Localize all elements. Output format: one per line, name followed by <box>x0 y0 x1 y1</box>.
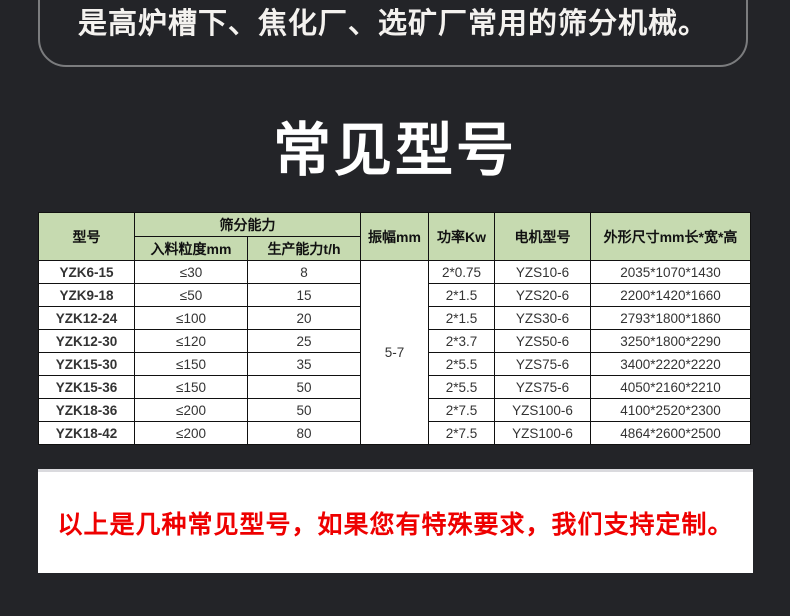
cell-model: YZK12-24 <box>38 306 135 330</box>
cell-dimensions: 4100*2520*2300 <box>590 398 751 422</box>
header-row-2: 入料粒度mm 生产能力t/h <box>39 236 751 261</box>
header-feed-size: 入料粒度mm <box>134 236 248 261</box>
header-row-1: 型号 筛分能力 振幅mm 功率Kw 电机型号 外形尺寸mm长*宽*高 <box>38 212 751 261</box>
cell-power: 2*3.7 <box>428 329 495 353</box>
table-row: YZK9-18 ≤50 15 2*1.5 YZS20-6 2200*1420*1… <box>38 283 751 307</box>
header-production: 生产能力t/h <box>247 236 361 261</box>
cell-motor: YZS10-6 <box>494 260 591 284</box>
cell-model: YZK15-36 <box>38 375 135 399</box>
cell-feed-size: ≤200 <box>134 398 248 422</box>
cell-capacity: 8 <box>247 260 361 284</box>
cell-dimensions: 3400*2220*2220 <box>590 352 751 376</box>
cell-power: 2*0.75 <box>428 260 495 284</box>
cell-motor: YZS75-6 <box>494 352 591 376</box>
cell-model: YZK9-18 <box>38 283 135 307</box>
header-dimensions: 外形尺寸mm长*宽*高 <box>590 212 751 261</box>
table-row: YZK6-15 ≤30 8 5-7 2*0.75 YZS10-6 2035*10… <box>38 260 751 445</box>
cell-power: 2*1.5 <box>428 306 495 330</box>
cell-dimensions: 4864*2600*2500 <box>590 421 751 445</box>
cell-power: 2*7.5 <box>428 421 495 445</box>
cell-capacity: 35 <box>247 352 361 376</box>
cell-dimensions: 2793*1800*1860 <box>590 306 751 330</box>
custom-note-box: 以上是几种常见型号，如果您有特殊要求，我们支持定制。 <box>38 469 753 573</box>
cell-feed-size: ≤30 <box>134 260 248 284</box>
cell-motor: YZS100-6 <box>494 421 591 445</box>
models-table-wrapper: 型号 筛分能力 振幅mm 功率Kw 电机型号 外形尺寸mm长*宽*高 入料粒度m… <box>38 212 751 445</box>
cell-dimensions: 4050*2160*2210 <box>590 375 751 399</box>
cell-feed-size: ≤200 <box>134 421 248 445</box>
cell-feed-size: ≤50 <box>134 283 248 307</box>
top-banner: 是高炉槽下、焦化厂、选矿厂常用的筛分机械。 <box>38 0 748 67</box>
table-row: YZK15-36 ≤150 50 2*5.5 YZS75-6 4050*2160… <box>38 375 751 399</box>
cell-capacity: 15 <box>247 283 361 307</box>
table-row: YZK18-42 ≤200 80 2*7.5 YZS100-6 4864*260… <box>38 421 751 445</box>
cell-dimensions: 2200*1420*1660 <box>590 283 751 307</box>
cell-motor: YZS75-6 <box>494 375 591 399</box>
cell-model: YZK15-30 <box>38 352 135 376</box>
cell-motor: YZS100-6 <box>494 398 591 422</box>
cell-model: YZK12-30 <box>38 329 135 353</box>
cell-dimensions: 3250*1800*2290 <box>590 329 751 353</box>
cell-feed-size: ≤150 <box>134 375 248 399</box>
header-screening-group: 筛分能力 <box>134 212 361 237</box>
cell-power: 2*5.5 <box>428 375 495 399</box>
header-amplitude: 振幅mm <box>360 212 429 261</box>
cell-motor: YZS50-6 <box>494 329 591 353</box>
cell-motor: YZS20-6 <box>494 283 591 307</box>
cell-feed-size: ≤150 <box>134 352 248 376</box>
cell-capacity: 50 <box>247 398 361 422</box>
cell-feed-size: ≤100 <box>134 306 248 330</box>
cell-capacity: 20 <box>247 306 361 330</box>
cell-capacity: 80 <box>247 421 361 445</box>
cell-motor: YZS30-6 <box>494 306 591 330</box>
cell-model: YZK18-42 <box>38 421 135 445</box>
table-row: YZK15-30 ≤150 35 2*5.5 YZS75-6 3400*2220… <box>38 352 751 376</box>
header-model: 型号 <box>38 212 135 261</box>
cell-power: 2*1.5 <box>428 283 495 307</box>
custom-note-text: 以上是几种常见型号，如果您有特殊要求，我们支持定制。 <box>57 510 734 539</box>
header-power: 功率Kw <box>428 212 495 261</box>
header-motor-model: 电机型号 <box>494 212 591 261</box>
cell-model: YZK6-15 <box>38 260 135 284</box>
cell-capacity: 50 <box>247 375 361 399</box>
cell-amplitude: 5-7 <box>360 260 429 445</box>
cell-model: YZK18-36 <box>38 398 135 422</box>
cell-power: 2*5.5 <box>428 352 495 376</box>
page-title: 常见型号 <box>272 118 517 183</box>
cell-feed-size: ≤120 <box>134 329 248 353</box>
cell-dimensions: 2035*1070*1430 <box>590 260 751 284</box>
table-row: YZK12-30 ≤120 25 2*3.7 YZS50-6 3250*1800… <box>38 329 751 353</box>
banner-text: 是高炉槽下、焦化厂、选矿厂常用的筛分机械。 <box>77 8 708 40</box>
table-row: YZK12-24 ≤100 20 2*1.5 YZS30-6 2793*1800… <box>38 306 751 330</box>
cell-power: 2*7.5 <box>428 398 495 422</box>
cell-capacity: 25 <box>247 329 361 353</box>
models-table: 型号 筛分能力 振幅mm 功率Kw 电机型号 外形尺寸mm长*宽*高 入料粒度m… <box>38 212 751 445</box>
